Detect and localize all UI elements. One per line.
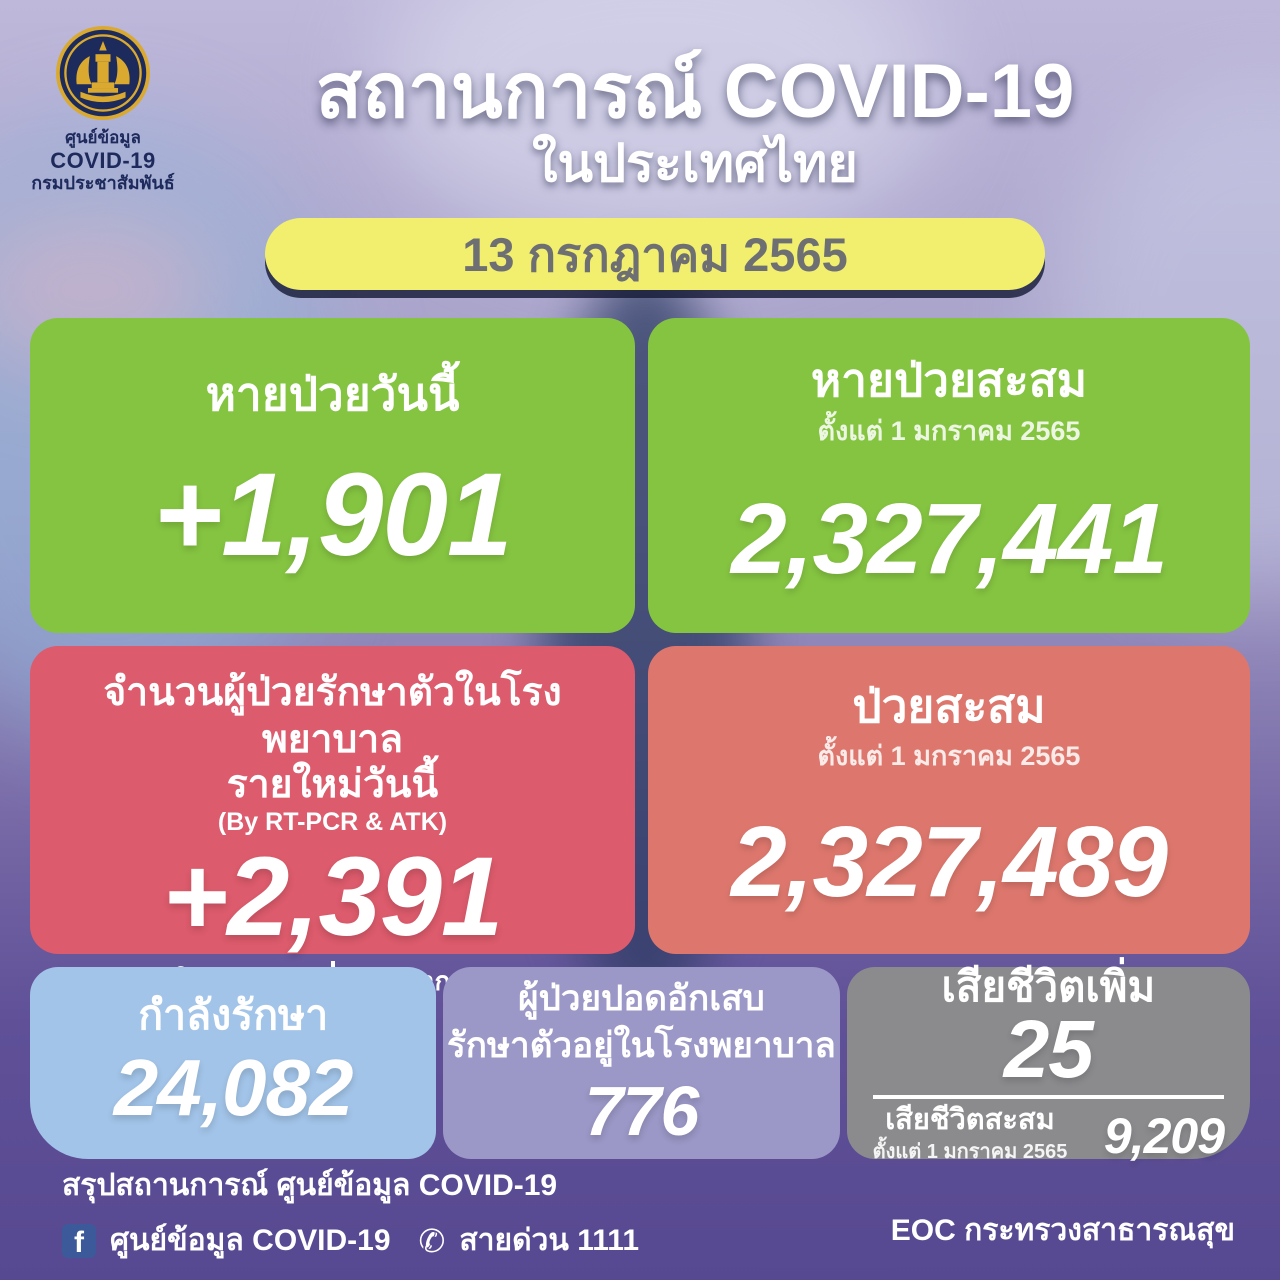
logo-text-line1: ศูนย์ข้อมูล [65, 128, 141, 147]
recovered-total-title: หายป่วยสะสม [810, 354, 1088, 407]
row-cases: จำนวนผู้ป่วยรักษาตัวในโรงพยาบาล รายใหม่ว… [30, 646, 1250, 1051]
new-cases-title-line1: จำนวนผู้ป่วยรักษาตัวในโรงพยาบาล [103, 671, 562, 761]
logo-text-line3: กรมประชาสัมพันธ์ [31, 172, 175, 193]
recovered-total-since: ตั้งแต่ 1 มกราคม 2565 [817, 415, 1081, 446]
new-cases-value: +2,391 [162, 834, 504, 960]
pneumonia-value: 776 [584, 1072, 700, 1151]
logo-text-line2: COVID-19 [50, 147, 156, 173]
new-cases-title-line2: รายใหม่วันนี้ [226, 762, 439, 806]
thai-government-emblem-icon [56, 26, 150, 120]
date-badge: 13 กรกฎาคม 2565 [265, 218, 1045, 290]
deaths-value: 25 [1003, 1003, 1094, 1095]
card-recovered-today: หายป่วยวันนี้ +1,901 [30, 318, 635, 633]
deaths-total-value: 9,209 [1103, 1108, 1225, 1165]
row-recovered: หายป่วยวันนี้ +1,901 หายป่วยสะสม ตั้งแต่… [30, 318, 1250, 633]
new-cases-method: (By RT-PCR & ATK) [217, 808, 448, 837]
pneumonia-title-line1: ผู้ป่วยปอดอักเสบ [518, 978, 765, 1018]
deaths-total: เสียชีวิตสะสม ตั้งแต่ 1 มกราคม 2565 9,20… [872, 1103, 1225, 1167]
in-treatment-title: กำลังรักษา [138, 992, 329, 1039]
in-treatment-value: 24,082 [113, 1042, 354, 1132]
footer-contacts: f ศูนย์ข้อมูล COVID-19 ✆ สายด่วน 1111 [62, 1217, 639, 1264]
page-subtitle: ในประเทศไทย [532, 134, 858, 193]
horizontal-divider [872, 1094, 1224, 1099]
deaths-total-label: เสียชีวิตสะสม [885, 1103, 1055, 1136]
pneumonia-title-line2: รักษาตัวอยู่ในโรงพยาบาล [447, 1026, 836, 1065]
deaths-total-since: ตั้งแต่ 1 มกราคม 2565 [872, 1141, 1068, 1164]
stat-cards: หายป่วยวันนี้ +1,901 หายป่วยสะสม ตั้งแต่… [30, 318, 1250, 1164]
agency-logo: ศูนย์ข้อมูล COVID-19 กรมประชาสัมพันธ์ [28, 26, 178, 194]
deaths-title: เสียชีวิตเพิ่ม [941, 962, 1156, 1010]
recovered-today-value: +1,901 [153, 448, 512, 581]
card-cases-total: ป่วยสะสม ตั้งแต่ 1 มกราคม 2565 2,327,489 [648, 646, 1250, 954]
page-title: สถานการณ์ COVID-19 [315, 49, 1075, 134]
card-new-cases: จำนวนผู้ป่วยรักษาตัวในโรงพยาบาล รายใหม่ว… [30, 646, 635, 1051]
cases-total-value: 2,327,489 [731, 806, 1168, 919]
card-recovered-total: หายป่วยสะสม ตั้งแต่ 1 มกราคม 2565 2,327,… [648, 318, 1250, 633]
footer-summary: สรุปสถานการณ์ ศูนย์ข้อมูล COVID-19 [62, 1169, 558, 1202]
footer-facebook-page: ศูนย์ข้อมูล COVID-19 [110, 1224, 391, 1257]
cases-total-since: ตั้งแต่ 1 มกราคม 2565 [817, 741, 1081, 772]
recovered-today-title: หายป่วยวันนี้ [205, 368, 460, 421]
facebook-icon: f [62, 1223, 96, 1258]
card-pneumonia: ผู้ป่วยปอดอักเสบ รักษาตัวอยู่ในโรงพยาบาล… [443, 967, 840, 1159]
footer-hotline: สายด่วน 1111 [459, 1224, 640, 1257]
row-status: กำลังรักษา 24,082 ผู้ป่วยปอดอักเสบ รักษา… [30, 963, 1250, 1164]
footer-left: สรุปสถานการณ์ ศูนย์ข้อมูล COVID-19 f ศูน… [62, 1162, 639, 1264]
footer-eoc: EOC กระทรวงสาธารณสุข [890, 1214, 1235, 1247]
card-in-treatment: กำลังรักษา 24,082 [30, 967, 437, 1159]
header: สถานการณ์ COVID-19 ในประเทศไทย [110, 52, 1280, 193]
deaths-total-labels: เสียชีวิตสะสม ตั้งแต่ 1 มกราคม 2565 [872, 1103, 1068, 1167]
phone-icon: ✆ [418, 1222, 446, 1259]
recovered-total-value: 2,327,441 [731, 482, 1168, 595]
cases-total-title: ป่วยสะสม [852, 679, 1046, 732]
card-deaths: เสียชีวิตเพิ่ม 25 เสียชีวิตสะสม ตั้งแต่ … [846, 963, 1250, 1164]
